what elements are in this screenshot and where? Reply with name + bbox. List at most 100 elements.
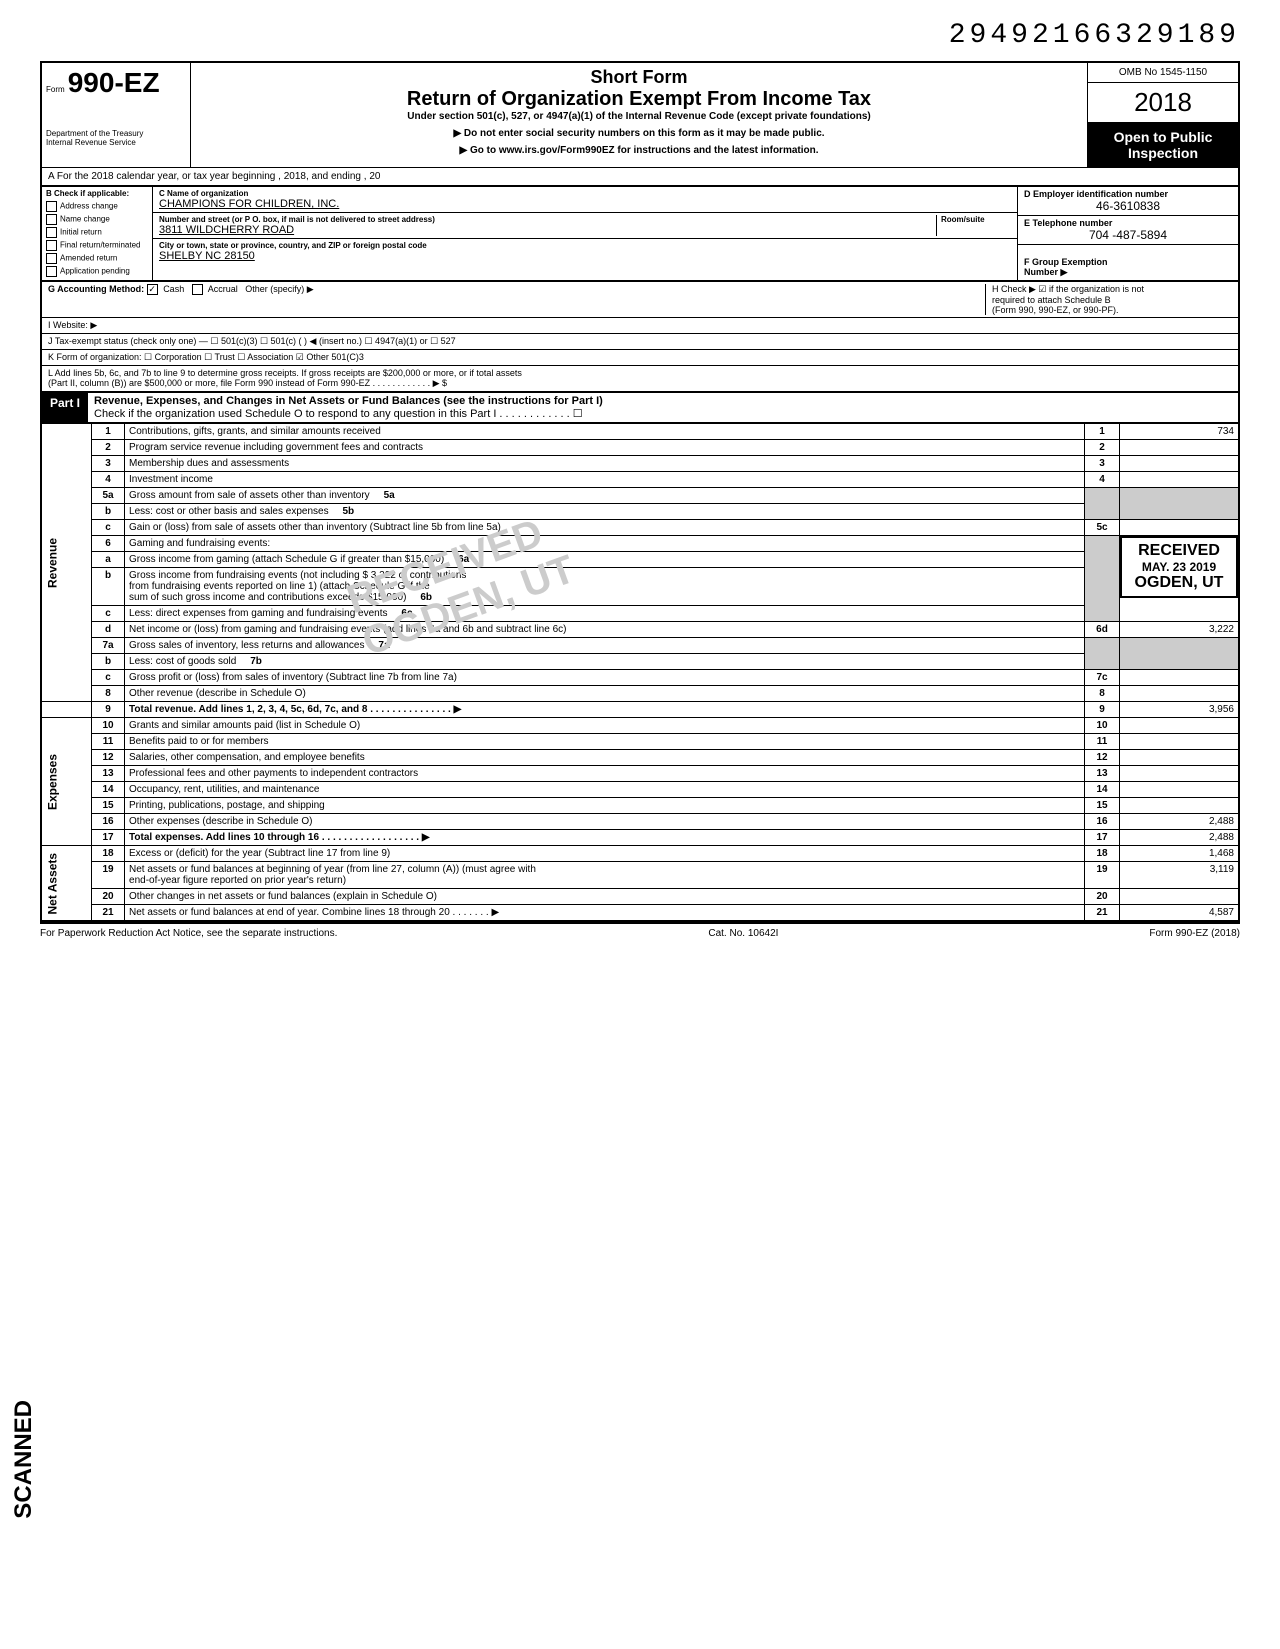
line3-desc: Membership dues and assessments <box>125 456 1085 472</box>
f-lbl: F Group Exemption Number ▶ <box>1024 257 1108 277</box>
chk-pending[interactable] <box>46 266 57 277</box>
chk-initial[interactable] <box>46 227 57 238</box>
line13-desc: Professional fees and other payments to … <box>125 766 1085 782</box>
footer-left: For Paperwork Reduction Act Notice, see … <box>40 928 337 939</box>
c-name-lbl: C Name of organization <box>159 189 1011 198</box>
line9-desc: Total revenue. Add lines 1, 2, 3, 4, 5c,… <box>129 704 461 715</box>
line6d-amt: 3,222 <box>1120 622 1240 638</box>
line19-desc: Net assets or fund balances at beginning… <box>125 862 1085 889</box>
lbl-pending: Application pending <box>60 267 130 276</box>
line9-amt: 3,956 <box>1120 702 1240 718</box>
line4-desc: Investment income <box>125 472 1085 488</box>
ein: 46-3610838 <box>1024 199 1232 213</box>
line2-desc: Program service revenue including govern… <box>125 440 1085 456</box>
line16-amt: 2,488 <box>1120 814 1240 830</box>
line16-desc: Other expenses (describe in Schedule O) <box>125 814 1085 830</box>
line7b-desc: Less: cost of goods sold <box>129 656 236 667</box>
lbl-amended: Amended return <box>60 254 117 263</box>
short-form-label: Short Form <box>195 67 1083 88</box>
form-header: Form 990-EZ Department of the Treasury I… <box>40 61 1240 167</box>
stamp-date: MAY. 23 2019 <box>1132 560 1226 574</box>
org-info-grid: B Check if applicable: Address change Na… <box>40 187 1240 282</box>
line5b-desc: Less: cost or other basis and sales expe… <box>129 506 329 517</box>
part1-title: Revenue, Expenses, and Changes in Net As… <box>94 395 603 407</box>
line12-desc: Salaries, other compensation, and employ… <box>125 750 1085 766</box>
lbl-address: Address change <box>60 202 118 211</box>
line7c-desc: Gross profit or (loss) from sales of inv… <box>125 670 1085 686</box>
document-number: 29492166329189 <box>40 20 1240 51</box>
part1-check: Check if the organization used Schedule … <box>94 408 583 420</box>
form-subtitle: Under section 501(c), 527, or 4947(a)(1)… <box>195 111 1083 122</box>
scanned-stamp: SCANNED <box>10 1400 38 1519</box>
part1-label: Part I <box>42 393 88 422</box>
line1-amt: 734 <box>1120 424 1240 440</box>
rows-g-to-l: G Accounting Method: ✓ Cash Accrual Othe… <box>40 282 1240 393</box>
line21-desc: Net assets or fund balances at end of ye… <box>125 905 1085 922</box>
line15-desc: Printing, publications, postage, and shi… <box>125 798 1085 814</box>
org-street: 3811 WILDCHERRY ROAD <box>159 224 936 236</box>
line17-desc: Total expenses. Add lines 10 through 16 … <box>129 832 430 843</box>
stamp-received: RECEIVED <box>1132 542 1226 560</box>
i-website: I Website: ▶ <box>48 320 1232 331</box>
line7c-amt <box>1120 670 1240 686</box>
c-city-lbl: City or town, state or province, country… <box>159 241 1011 250</box>
line6d-desc: Net income or (loss) from gaming and fun… <box>125 622 1085 638</box>
org-name: CHAMPIONS FOR CHILDREN, INC. <box>159 198 1011 210</box>
line6b-desc: Gross income from fundraising events (no… <box>129 570 466 603</box>
footer-mid: Cat. No. 10642I <box>708 928 778 939</box>
line5a-desc: Gross amount from sale of assets other t… <box>129 490 370 501</box>
chk-amended[interactable] <box>46 253 57 264</box>
line1-desc: Contributions, gifts, grants, and simila… <box>125 424 1085 440</box>
line10-amt <box>1120 718 1240 734</box>
open-public: Open to Public Inspection <box>1088 123 1238 167</box>
side-netassets: Net Assets <box>41 846 92 922</box>
line21-amt: 4,587 <box>1120 905 1240 922</box>
line10-desc: Grants and similar amounts paid (list in… <box>125 718 1085 734</box>
line19-amt: 3,119 <box>1120 862 1240 889</box>
stamp-loc: OGDEN, UT <box>1132 574 1226 592</box>
line11-desc: Benefits paid to or for members <box>125 734 1085 750</box>
lbl-initial: Initial return <box>60 228 102 237</box>
tax-year: 2018 <box>1088 83 1238 123</box>
l-gross: L Add lines 5b, 6c, and 7b to line 9 to … <box>48 368 1232 389</box>
k-form-org: K Form of organization: ☐ Corporation ☐ … <box>48 352 1232 363</box>
lbl-name: Name change <box>60 215 110 224</box>
lbl-final: Final return/terminated <box>60 241 140 250</box>
line18-desc: Excess or (deficit) for the year (Subtra… <box>125 846 1085 862</box>
line5c-amt <box>1120 520 1240 536</box>
lines-table: Revenue 1Contributions, gifts, grants, a… <box>40 423 1240 922</box>
line6c-desc: Less: direct expenses from gaming and fu… <box>129 608 387 619</box>
line2-amt <box>1120 440 1240 456</box>
warning-1: ▶ Do not enter social security numbers o… <box>195 128 1083 139</box>
chk-name[interactable] <box>46 214 57 225</box>
side-revenue: Revenue <box>41 424 92 702</box>
chk-cash[interactable]: ✓ <box>147 284 158 295</box>
org-city: SHELBY NC 28150 <box>159 250 1011 262</box>
line7a-desc: Gross sales of inventory, less returns a… <box>129 640 364 651</box>
line6a-desc: Gross income from gaming (attach Schedul… <box>129 554 444 565</box>
e-lbl: E Telephone number <box>1024 218 1232 228</box>
line8-desc: Other revenue (describe in Schedule O) <box>125 686 1085 702</box>
side-expenses: Expenses <box>41 718 92 846</box>
lbl-accrual: Accrual <box>208 284 238 294</box>
line8-amt <box>1120 686 1240 702</box>
h-text: H Check ▶ ☑ if the organization is not r… <box>985 284 1232 315</box>
chk-accrual[interactable] <box>192 284 203 295</box>
j-status: J Tax-exempt status (check only one) — ☐… <box>48 336 1232 347</box>
d-lbl: D Employer identification number <box>1024 189 1232 199</box>
chk-final[interactable] <box>46 240 57 251</box>
form-title: Return of Organization Exempt From Incom… <box>195 88 1083 111</box>
footer-right: Form 990-EZ (2018) <box>1149 928 1240 939</box>
line14-desc: Occupancy, rent, utilities, and maintena… <box>125 782 1085 798</box>
line6-desc: Gaming and fundraising events: <box>125 536 1085 552</box>
phone: 704 -487-5894 <box>1024 228 1232 242</box>
form-prefix: Form <box>46 85 65 94</box>
line3-amt <box>1120 456 1240 472</box>
footer: For Paperwork Reduction Act Notice, see … <box>40 922 1240 943</box>
line18-amt: 1,468 <box>1120 846 1240 862</box>
line17-amt: 2,488 <box>1120 830 1240 846</box>
received-stamp: RECEIVED MAY. 23 2019 OGDEN, UT <box>1120 536 1238 598</box>
chk-address[interactable] <box>46 201 57 212</box>
omb-number: OMB No 1545-1150 <box>1088 63 1238 83</box>
section-a: A For the 2018 calendar year, or tax yea… <box>40 167 1240 187</box>
